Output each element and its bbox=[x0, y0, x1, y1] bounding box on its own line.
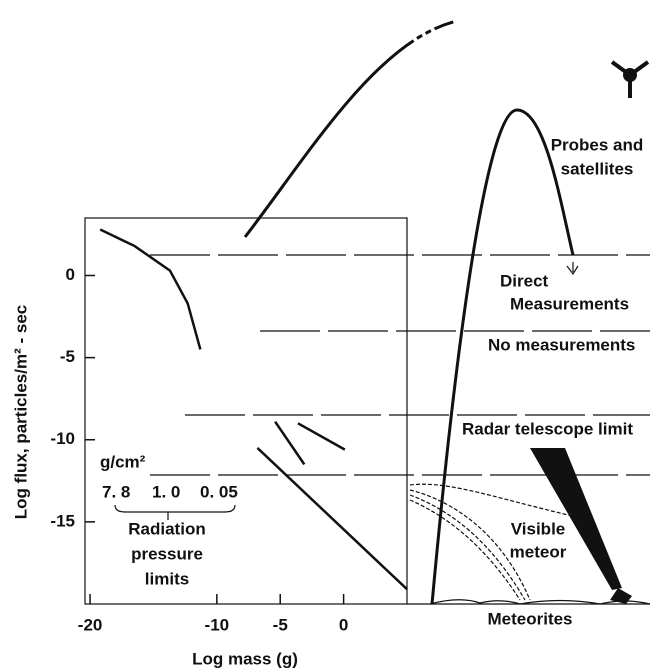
level-lines bbox=[150, 254, 650, 476]
note: satellites bbox=[561, 159, 634, 178]
note: Probes and bbox=[551, 135, 644, 154]
density: 0. 05 bbox=[200, 482, 238, 501]
y-tick-label: -5 bbox=[60, 347, 75, 366]
y-tick-label: -10 bbox=[50, 429, 75, 448]
x-tick-label: -20 bbox=[78, 615, 103, 634]
density: 1. 0 bbox=[152, 482, 180, 501]
note: Visible bbox=[511, 519, 566, 538]
meteor-trails bbox=[409, 483, 591, 601]
note: Direct bbox=[500, 271, 549, 290]
curve bbox=[297, 422, 346, 451]
y-tick-label: 0 bbox=[66, 265, 75, 284]
radar-wedge bbox=[530, 448, 622, 590]
dish bbox=[610, 588, 632, 604]
note: Radar telescope limit bbox=[462, 419, 633, 438]
satellite-icon bbox=[610, 60, 650, 98]
y-tick-label: -15 bbox=[50, 511, 75, 530]
curve bbox=[274, 420, 306, 466]
note: Radiation bbox=[128, 519, 205, 538]
curve bbox=[256, 447, 408, 591]
note: limits bbox=[145, 569, 189, 588]
density-unit: g/cm² bbox=[100, 452, 146, 471]
plot-frame bbox=[84, 217, 408, 605]
note: No measurements bbox=[488, 335, 635, 354]
note: pressure bbox=[131, 544, 203, 563]
x-tick-label: 0 bbox=[339, 615, 348, 634]
note: meteor bbox=[510, 542, 567, 561]
x-tick-label: -5 bbox=[273, 615, 288, 634]
x-axis-label: Log mass (g) bbox=[192, 649, 298, 668]
arrow bbox=[566, 262, 579, 276]
note: Meteorites bbox=[487, 609, 572, 628]
y-axis-label: Log flux, particles/m² - sec bbox=[11, 305, 30, 519]
brace bbox=[114, 504, 236, 520]
note: Measurements bbox=[510, 294, 629, 313]
probe-curve bbox=[430, 108, 575, 605]
trajectory bbox=[243, 16, 632, 238]
curve bbox=[99, 228, 202, 350]
density: 7. 8 bbox=[102, 482, 130, 501]
x-tick-label: -10 bbox=[205, 615, 230, 634]
